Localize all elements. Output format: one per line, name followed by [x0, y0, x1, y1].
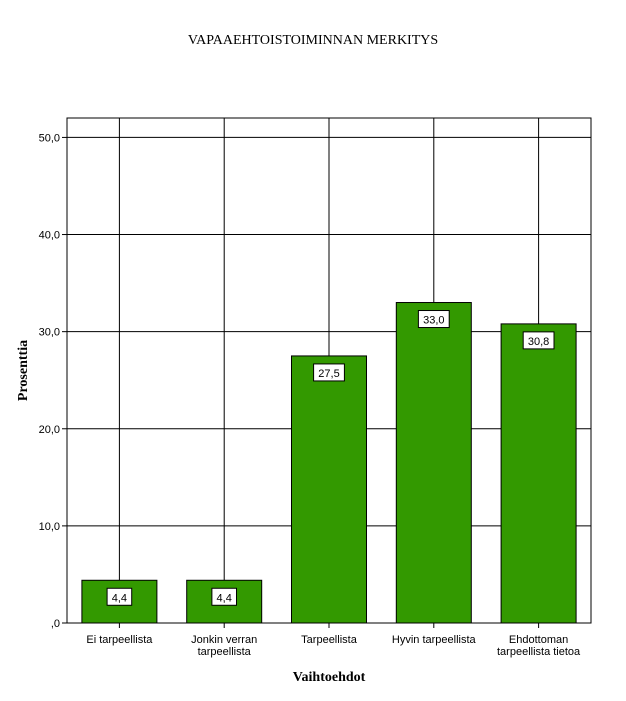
x-category-label: Tarpeellista	[301, 634, 358, 646]
x-category-label: Hyvin tarpeellista	[392, 634, 477, 646]
data-label: 4,4	[217, 592, 232, 604]
x-category-label: Jonkin verran	[191, 634, 257, 646]
data-label: 4,4	[112, 592, 127, 604]
x-axis-categories: Ei tarpeellista Jonkin verrantarpeellista…	[86, 623, 581, 658]
data-label: 33,0	[423, 315, 444, 327]
plot-frame	[66, 117, 592, 624]
x-category-label: Ehdottoman	[509, 634, 568, 646]
data-label: 30,8	[528, 336, 549, 348]
data-label-box	[522, 331, 555, 350]
data-label-box	[313, 363, 345, 382]
bar	[395, 302, 472, 624]
x-category-label: tarpeellista	[198, 646, 252, 658]
y-tick-label: ,0	[51, 618, 60, 630]
data-labels: 4,4 4,4 27,5 33,0 30,8	[106, 310, 555, 606]
data-label: 27,5	[318, 368, 339, 380]
x-category-label: Ei tarpeellista	[86, 634, 153, 646]
y-tick-label: 10,0	[39, 521, 60, 533]
data-label-box	[106, 587, 133, 606]
x-axis-title: Vaihtoehdot	[293, 670, 366, 685]
bar	[291, 355, 367, 624]
data-label-box	[417, 310, 450, 329]
y-tick-label: 50,0	[39, 132, 60, 144]
y-axis-title: Prosenttia	[16, 340, 31, 401]
x-category-label: tarpeellista tietoa	[497, 646, 581, 658]
y-axis-ticks: ,0 10,0 20,0 30,0 40,0 50,0	[39, 132, 67, 630]
bars	[81, 302, 577, 624]
data-label-box	[211, 587, 237, 606]
y-tick-label: 40,0	[39, 230, 60, 242]
chart-title: VAPAAEHTOISTOIMINNAN MERKITYS	[187, 33, 439, 48]
y-tick-label: 30,0	[39, 327, 60, 339]
y-tick-label: 20,0	[39, 424, 60, 436]
bar	[500, 323, 577, 624]
